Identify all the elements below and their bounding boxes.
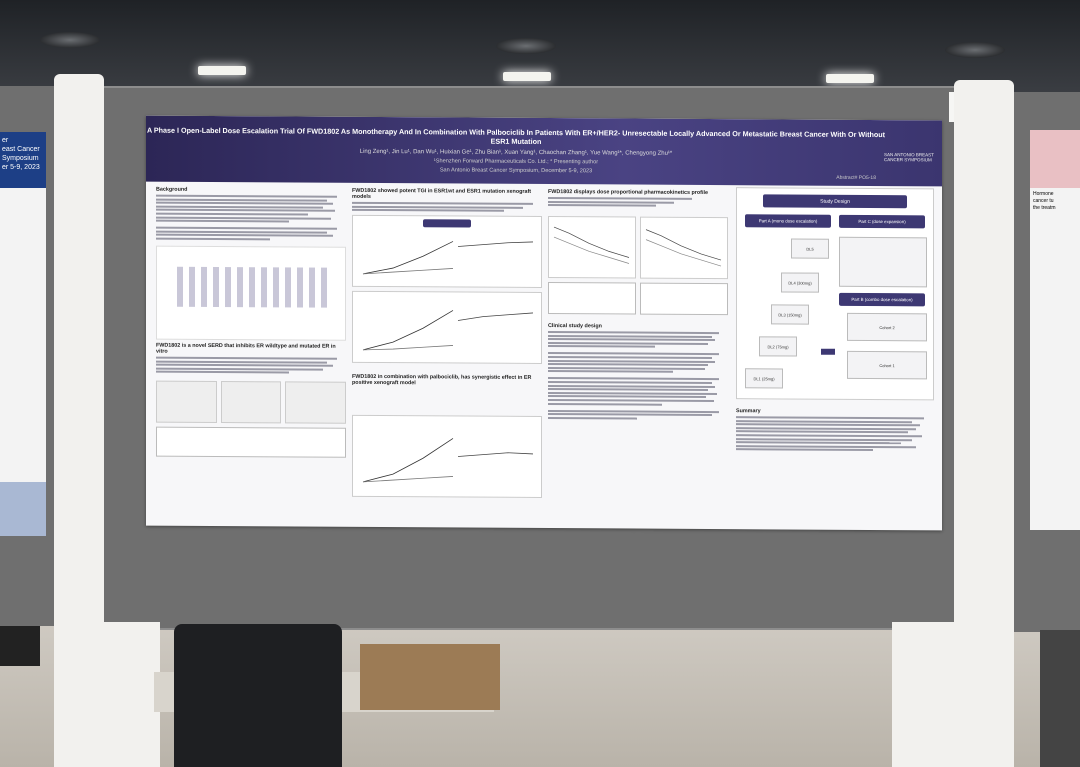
right-sign-line: Hormone <box>1033 191 1054 197</box>
ceiling-light <box>826 74 874 83</box>
combo-curves <box>362 438 534 483</box>
left-poster-header: er east Cancer Symposium er 5-9, 2023 <box>0 132 46 188</box>
dose-level-box: DL4 (300mg) <box>781 272 819 293</box>
left-sign-line: east Cancer <box>2 146 40 153</box>
research-poster: A Phase I Open-Label Dose Escalation Tri… <box>146 115 942 531</box>
right-sign-line: the treatm <box>1033 205 1056 211</box>
person-foot <box>0 626 40 666</box>
pk-table-rat <box>548 282 636 315</box>
serd-figure-row <box>156 380 347 425</box>
right-chair <box>1040 630 1080 767</box>
ceiling-vent <box>40 32 100 48</box>
study-design-title: Study Design <box>763 194 907 209</box>
poster-column-2: FWD1802 showed potent TGI in ESR1wt and … <box>352 185 542 498</box>
part-a-label: Part A (mono dose escalation) <box>745 214 831 228</box>
left-sign-line: Symposium <box>2 155 39 162</box>
clinical-section: Clinical study design <box>548 320 726 421</box>
left-poster-footer <box>0 482 46 536</box>
combo-figure <box>352 414 542 498</box>
dose-level-box: DL2 (75mg) <box>759 336 797 357</box>
pk-figure-rat <box>548 216 636 279</box>
part-b-label: Part B (combo dose escalation) <box>839 292 925 307</box>
cohort-1-box: Cohort 1 <box>847 350 927 380</box>
chair <box>174 624 342 767</box>
part-c-label: Part C (dose expansion) <box>839 214 925 229</box>
cohort-2-box: Cohort 2 <box>847 312 927 342</box>
summary-section: Summary <box>736 405 932 453</box>
ceiling-vent <box>945 42 1005 58</box>
right-poster-text: Hormone cancer tu the treatm <box>1030 188 1080 215</box>
pk-curves-rat <box>553 226 630 264</box>
serd-table <box>156 426 346 459</box>
study-design-figure: Study Design Part A (mono dose escalatio… <box>736 187 934 401</box>
stand-frame-left <box>54 74 104 767</box>
ceiling <box>0 0 1080 92</box>
section-heading: FWD1802 displays dose proportional pharm… <box>548 189 708 197</box>
pk-figure-dog <box>640 216 728 280</box>
left-poster: er east Cancer Symposium er 5-9, 2023 <box>0 132 46 536</box>
stand-foot-right <box>892 622 962 767</box>
poster-column-3: FWD1802 displays dose proportional pharm… <box>548 186 728 420</box>
tgi-curves-2 <box>362 310 534 351</box>
tgi-figure-1 <box>352 214 542 288</box>
left-sign-line: er 5-9, 2023 <box>2 164 40 171</box>
ceiling-light <box>503 72 551 81</box>
section-heading: Background <box>156 186 188 193</box>
section-heading: FWD1802 showed potent TGI in ESR1wt and … <box>352 187 532 200</box>
right-sign-line: cancer tu <box>1033 198 1054 204</box>
poster-title: A Phase I Open-Label Dose Escalation Tri… <box>146 125 886 146</box>
poster-conference: San Antonio Breast Cancer Symposium, Dec… <box>439 167 593 175</box>
section-heading: Summary <box>736 408 761 415</box>
dose-level-box: DL5 <box>791 238 829 259</box>
section-heading: FWD1802 in combination with palbociclib,… <box>352 373 532 387</box>
sabcs-logo: SAN ANTONIO BREAST CANCER SYMPOSIUM <box>884 152 934 163</box>
mechanism-figure <box>156 245 346 341</box>
arrow-icon <box>821 348 835 355</box>
tgi-figure-2 <box>352 290 542 364</box>
section-heading: FWD1802 is a novel SERD that inhibits ER… <box>156 342 336 355</box>
left-sign-line: er <box>2 137 9 144</box>
poster-column-4: Study Design Part A (mono dose escalatio… <box>736 187 934 452</box>
tgi-curves-1 <box>362 241 534 275</box>
pk-table-dog <box>640 282 728 316</box>
pk-curves-dog <box>645 229 722 267</box>
right-poster: Hormone cancer tu the treatm <box>1030 130 1080 530</box>
dose-level-box: DL1 (25mg) <box>745 368 783 389</box>
right-poster-image <box>1030 130 1080 188</box>
section-heading: Clinical study design <box>548 323 602 330</box>
stand-frame-right <box>954 80 1014 767</box>
cardboard-box <box>360 644 500 710</box>
poster-header: A Phase I Open-Label Dose Escalation Tri… <box>146 115 942 187</box>
ceiling-vent <box>496 38 556 54</box>
dose-level-box: DL3 (150mg) <box>771 304 809 325</box>
part-c-arms <box>839 236 927 288</box>
poster-abstract-number: Abstract# PO5-18 <box>836 174 876 182</box>
poster-column-1: Background FWD1802 is a novel SERD that … <box>156 184 347 459</box>
stand-foot-left <box>100 622 160 767</box>
ceiling-light <box>198 66 246 75</box>
